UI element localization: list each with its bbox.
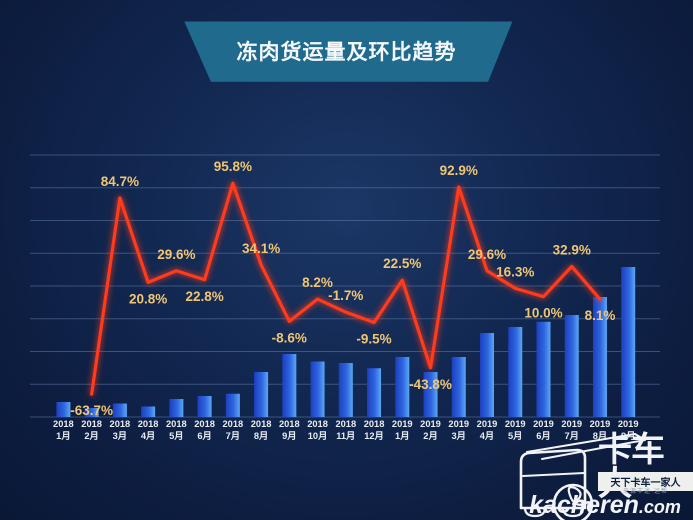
svg-text:2018: 2018 bbox=[307, 419, 328, 429]
svg-text:4月: 4月 bbox=[141, 431, 155, 441]
svg-text:92.9%: 92.9% bbox=[440, 163, 478, 178]
svg-text:2018: 2018 bbox=[53, 419, 74, 429]
svg-text:2018: 2018 bbox=[335, 419, 356, 429]
svg-text:8月: 8月 bbox=[254, 431, 268, 441]
svg-text:2019: 2019 bbox=[392, 419, 413, 429]
svg-text:-1.7%: -1.7% bbox=[328, 288, 363, 303]
svg-text:12月: 12月 bbox=[364, 431, 384, 441]
svg-text:2018: 2018 bbox=[81, 419, 102, 429]
svg-text:7月: 7月 bbox=[226, 431, 240, 441]
svg-text:3月: 3月 bbox=[452, 431, 466, 441]
svg-text:1月: 1月 bbox=[56, 431, 70, 441]
svg-text:2018: 2018 bbox=[110, 419, 131, 429]
svg-text:2月: 2月 bbox=[423, 431, 437, 441]
svg-text:2019: 2019 bbox=[448, 419, 469, 429]
svg-text:2018: 2018 bbox=[364, 419, 385, 429]
svg-text:84.7%: 84.7% bbox=[101, 174, 139, 189]
svg-text:11月: 11月 bbox=[336, 431, 355, 441]
svg-text:20.8%: 20.8% bbox=[129, 291, 167, 306]
svg-text:8.1%: 8.1% bbox=[585, 308, 616, 323]
svg-text:2月: 2月 bbox=[84, 431, 98, 441]
svg-text:2019: 2019 bbox=[477, 419, 498, 429]
svg-text:34.1%: 34.1% bbox=[242, 241, 280, 256]
svg-text:10.0%: 10.0% bbox=[524, 306, 562, 321]
svg-text:32.9%: 32.9% bbox=[553, 242, 591, 257]
svg-text:2018: 2018 bbox=[279, 419, 300, 429]
svg-text:-9.5%: -9.5% bbox=[356, 331, 391, 346]
svg-text:-43.8%: -43.8% bbox=[409, 377, 452, 392]
svg-text:9月: 9月 bbox=[282, 431, 296, 441]
svg-text:-63.7%: -63.7% bbox=[70, 403, 113, 418]
svg-text:2018: 2018 bbox=[166, 419, 187, 429]
svg-text:3月: 3月 bbox=[113, 431, 127, 441]
svg-text:22.8%: 22.8% bbox=[185, 289, 223, 304]
svg-text:29.6%: 29.6% bbox=[157, 247, 195, 262]
svg-text:16.3%: 16.3% bbox=[496, 264, 534, 279]
svg-text:-8.6%: -8.6% bbox=[272, 330, 307, 345]
svg-text:2019: 2019 bbox=[420, 419, 441, 429]
svg-text:4月: 4月 bbox=[480, 431, 494, 441]
svg-text:2018: 2018 bbox=[222, 419, 243, 429]
svg-text:29.6%: 29.6% bbox=[468, 247, 506, 262]
svg-text:1月: 1月 bbox=[395, 431, 409, 441]
svg-text:5月: 5月 bbox=[169, 431, 183, 441]
svg-text:95.8%: 95.8% bbox=[214, 159, 252, 174]
svg-text:2018: 2018 bbox=[251, 419, 272, 429]
svg-text:2018: 2018 bbox=[138, 419, 159, 429]
svg-text:22.5%: 22.5% bbox=[383, 256, 421, 271]
svg-text:10月: 10月 bbox=[308, 431, 328, 441]
svg-text:6月: 6月 bbox=[197, 431, 211, 441]
svg-text:2018: 2018 bbox=[194, 419, 215, 429]
